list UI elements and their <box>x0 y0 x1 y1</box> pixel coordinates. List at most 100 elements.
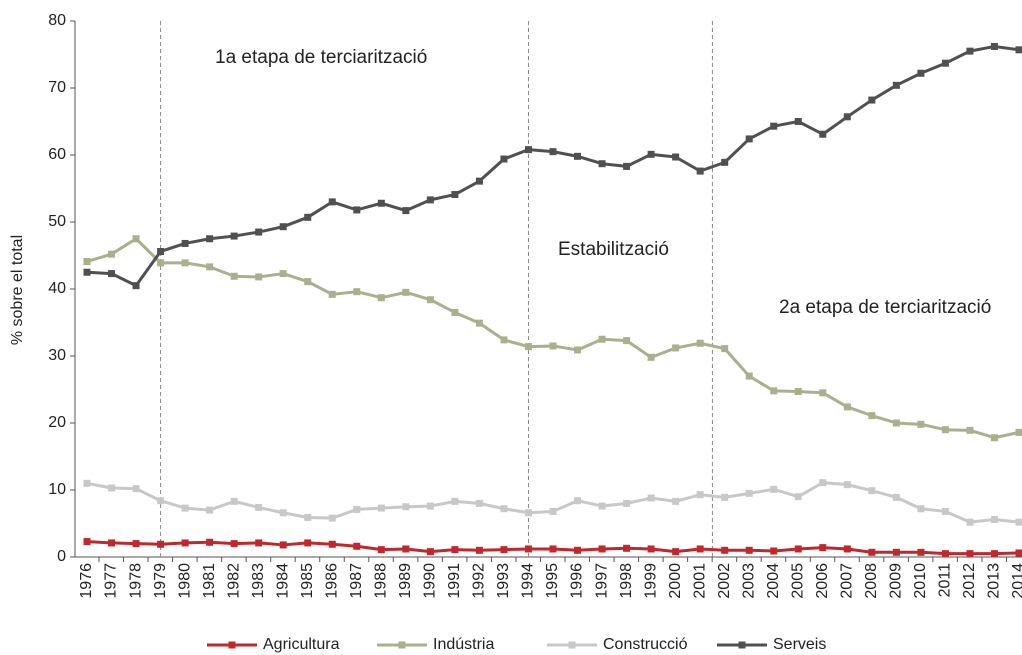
marker <box>353 542 361 550</box>
y-tick-label: 20 <box>48 414 66 431</box>
x-tick-label: 2011 <box>937 563 954 598</box>
x-tick-label: 1982 <box>225 563 242 599</box>
legend-marker <box>228 641 236 649</box>
marker <box>279 541 287 549</box>
marker <box>83 268 91 276</box>
marker <box>108 270 116 278</box>
y-tick-label: 40 <box>48 280 66 297</box>
x-tick-label: 1999 <box>642 563 659 599</box>
y-tick-label: 70 <box>48 79 66 96</box>
marker <box>917 505 925 513</box>
marker <box>328 198 336 206</box>
marker <box>819 544 827 552</box>
marker <box>255 503 263 511</box>
y-tick-label: 30 <box>48 347 66 364</box>
marker <box>255 228 263 236</box>
marker <box>181 239 189 247</box>
x-tick-label: 1983 <box>250 563 267 599</box>
marker <box>623 337 631 345</box>
y-tick-label: 10 <box>48 481 66 498</box>
marker <box>990 515 998 523</box>
x-tick-label: 1997 <box>593 563 610 599</box>
marker <box>696 491 704 499</box>
x-tick-label: 1986 <box>323 563 340 599</box>
marker <box>672 497 680 505</box>
marker <box>181 259 189 267</box>
x-tick-label: 2012 <box>961 563 978 599</box>
marker <box>696 545 704 553</box>
marker <box>451 191 459 199</box>
marker <box>206 538 214 546</box>
marker <box>255 273 263 281</box>
marker <box>157 247 165 255</box>
marker <box>794 388 802 396</box>
marker <box>83 258 91 266</box>
marker <box>549 507 557 515</box>
x-tick-label: 1992 <box>471 563 488 599</box>
marker <box>157 259 165 267</box>
marker <box>451 546 459 554</box>
marker <box>328 540 336 548</box>
marker <box>696 167 704 175</box>
marker <box>1015 518 1022 526</box>
marker <box>377 294 385 302</box>
marker <box>353 206 361 214</box>
marker <box>524 146 532 154</box>
marker <box>721 345 729 353</box>
marker <box>598 160 606 168</box>
x-tick-label: 1987 <box>348 563 365 599</box>
marker <box>819 130 827 138</box>
marker <box>500 155 508 163</box>
marker <box>500 505 508 513</box>
series-line <box>86 237 1020 440</box>
marker <box>524 545 532 553</box>
marker <box>524 343 532 351</box>
marker <box>941 550 949 558</box>
marker <box>402 545 410 553</box>
x-tick-label: 2010 <box>912 563 929 599</box>
marker <box>794 545 802 553</box>
marker <box>745 489 753 497</box>
y-tick-label: 50 <box>48 213 66 230</box>
marker <box>549 545 557 553</box>
marker <box>524 509 532 517</box>
marker <box>304 213 312 221</box>
marker <box>672 548 680 556</box>
x-tick-label: 1989 <box>397 563 414 599</box>
x-tick-label: 1981 <box>201 563 218 599</box>
marker <box>574 346 582 354</box>
x-tick-label: 2004 <box>765 563 782 599</box>
marker <box>157 497 165 505</box>
legend-marker <box>738 641 746 649</box>
marker <box>206 506 214 514</box>
y-tick-label: 80 <box>48 12 66 29</box>
marker <box>475 177 483 185</box>
marker <box>574 497 582 505</box>
legend-marker <box>398 641 406 649</box>
legend-label: Construcció <box>603 636 688 653</box>
marker <box>353 288 361 296</box>
x-tick-label: 1995 <box>544 563 561 599</box>
marker <box>966 426 974 434</box>
marker <box>745 546 753 554</box>
x-tick-label: 2002 <box>716 563 733 599</box>
marker <box>426 502 434 510</box>
marker <box>500 336 508 344</box>
marker <box>574 152 582 160</box>
series-line <box>86 44 1020 288</box>
marker <box>206 235 214 243</box>
series-line <box>86 481 1020 524</box>
marker <box>892 548 900 556</box>
marker <box>402 288 410 296</box>
marker <box>745 372 753 380</box>
marker <box>843 545 851 553</box>
marker <box>574 546 582 554</box>
marker <box>843 403 851 411</box>
legend-label: Agricultura <box>263 636 340 653</box>
marker <box>1015 428 1022 436</box>
marker <box>230 497 238 505</box>
marker <box>132 282 140 290</box>
marker <box>426 196 434 204</box>
y-axis-label: % sobre el total <box>9 235 26 345</box>
y-tick-label: 60 <box>48 146 66 163</box>
